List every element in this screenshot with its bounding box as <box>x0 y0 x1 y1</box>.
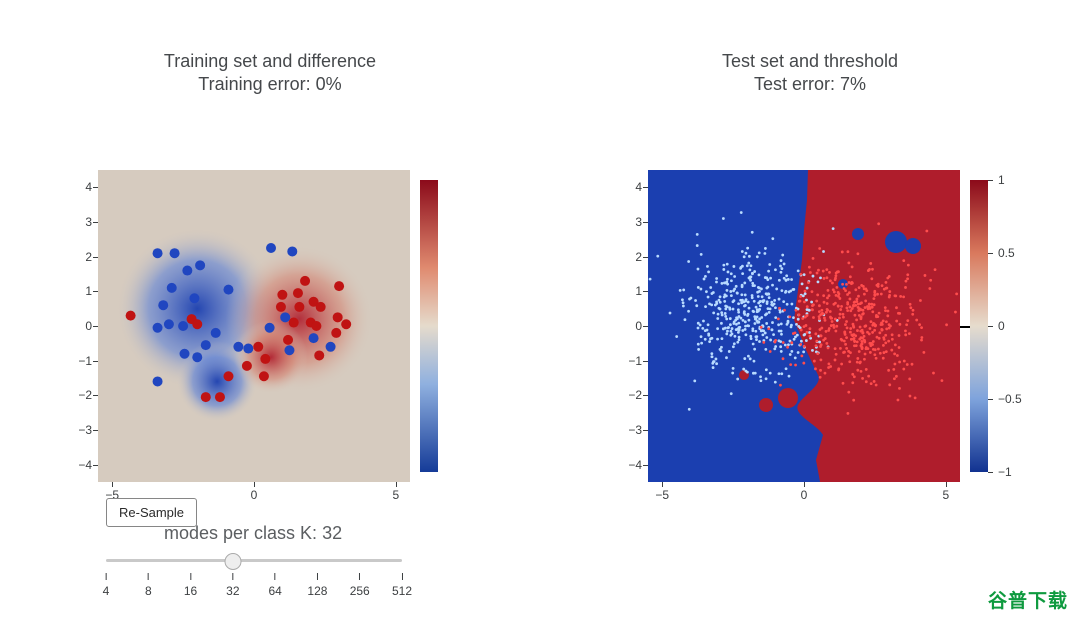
left-panel: Training set and difference Training err… <box>0 0 540 627</box>
slider-tick-label: 8 <box>145 573 152 598</box>
slider-tick-label: 256 <box>350 573 370 598</box>
figure-container: Training set and difference Training err… <box>0 0 1080 627</box>
right-title-line2: Test error: 7% <box>754 74 866 94</box>
right-colorbar: 10.50−0.5−1 <box>970 180 988 472</box>
left-title-line1: Training set and difference <box>164 51 376 71</box>
slider-label: modes per class K: 32 <box>164 523 342 544</box>
left-title-line2: Training error: 0% <box>198 74 341 94</box>
test-plot[interactable]: −4−3−2−101234−505 <box>648 170 960 482</box>
slider-tick-label: 64 <box>268 573 281 598</box>
slider-tick-label: 16 <box>184 573 197 598</box>
colorbar-tick: −0.5 <box>988 392 1022 406</box>
right-title: Test set and threshold Test error: 7% <box>540 50 1080 97</box>
slider-handle[interactable] <box>224 553 241 570</box>
training-plot[interactable]: −4−3−2−101234−505 <box>98 170 410 482</box>
slider-tick-label: 512 <box>392 573 412 598</box>
slider-rail <box>106 559 402 562</box>
slider-tick-label: 4 <box>103 573 110 598</box>
k-slider[interactable]: 48163264128256512 <box>106 554 402 601</box>
watermark-text: 谷普下载 <box>988 586 1068 613</box>
right-title-line1: Test set and threshold <box>722 51 898 71</box>
slider-tick-label: 32 <box>226 573 239 598</box>
slider-tick-label: 128 <box>307 573 327 598</box>
left-title: Training set and difference Training err… <box>0 50 540 97</box>
slider-ticks: 48163264128256512 <box>106 573 402 601</box>
left-colorbar <box>420 180 438 472</box>
